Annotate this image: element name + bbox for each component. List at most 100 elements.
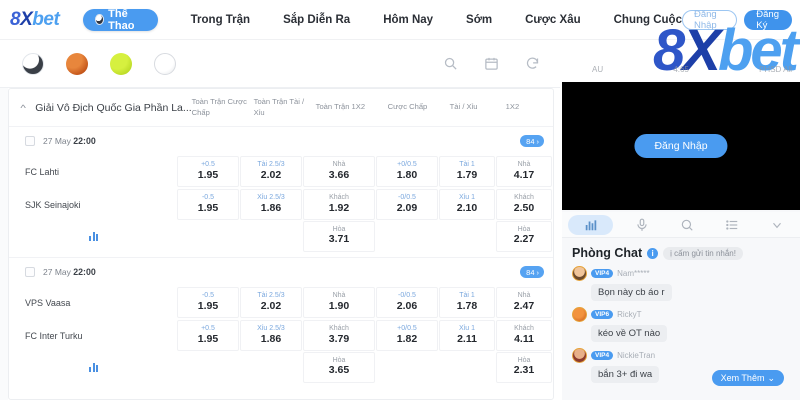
search-icon[interactable] — [664, 215, 709, 235]
column-header-1x2: 1X2 — [505, 102, 520, 112]
match-date-text: 27 May — [43, 267, 71, 277]
odds-value: 1.90 — [328, 299, 350, 312]
search-icon[interactable] — [443, 56, 458, 71]
stream-scorebar: AU 4:65 PHSD All — [592, 58, 792, 80]
odds-cell[interactable]: +0/0.5 1.80 — [376, 156, 438, 187]
chevron-down-icon[interactable] — [755, 215, 800, 235]
chat-message-text: kéo về OT nào — [591, 325, 668, 342]
match-date-text: 27 May — [43, 136, 71, 146]
odds-value: 2.27 — [513, 233, 535, 246]
nav-tab-sport[interactable]: Thể Thao — [83, 8, 158, 32]
odds-cell[interactable]: Tài 1 1.78 — [439, 287, 495, 318]
odds-cell[interactable]: -0.5 1.95 — [177, 287, 239, 318]
odds-cell[interactable]: Hòa 3.65 — [303, 351, 375, 383]
register-button[interactable]: Đăng Ký — [744, 9, 792, 31]
nav-link-early[interactable]: Sớm — [466, 13, 493, 26]
soccer-ball-icon[interactable] — [22, 52, 44, 75]
away-team-row: SJK Seinajoki -0.5 1.95 Xỉu 2.5/3 1.86 Khá… — [9, 188, 553, 221]
chat-message-header: VIP6 RickyT — [572, 307, 790, 322]
odds-cell[interactable]: -0/0.5 2.06 — [376, 287, 438, 318]
away-odds: -0.5 1.95 Xỉu 2.5/3 1.86 Khách 1.92 -0/0.5 2… — [177, 189, 553, 220]
live-stream-player[interactable]: Đăng Nhập — [562, 82, 800, 210]
refresh-icon[interactable] — [525, 56, 540, 71]
tennis-ball-icon[interactable] — [110, 52, 132, 75]
odds-cell[interactable]: +0.5 1.95 — [177, 156, 239, 187]
odds-cell[interactable]: -0.5 1.95 — [177, 189, 239, 220]
away-team-name: FC Inter Turku — [25, 330, 83, 341]
odds-cell[interactable]: Khách 2.50 — [496, 189, 552, 220]
away-team-row: FC Inter Turku +0.5 1.95 Xỉu 2.5/3 1.86 Kh… — [9, 319, 553, 352]
odds-value: 3.71 — [328, 233, 350, 246]
show-more-button[interactable]: Xem Thêm ⌄ — [711, 370, 784, 386]
odds-cell-empty — [240, 220, 302, 252]
nav-link-upcoming[interactable]: Sắp Diễn Ra — [283, 13, 351, 26]
odds-hint: Khách — [329, 325, 349, 333]
nav-link-parlay[interactable]: Cược Xâu — [525, 13, 581, 26]
nav-link-outright[interactable]: Chung Cuộc — [613, 13, 682, 26]
statistics-button[interactable] — [9, 362, 177, 372]
odds-cell[interactable]: Khách 4.11 — [496, 320, 552, 351]
odds-value: 2.10 — [456, 201, 478, 214]
tab-statistics[interactable] — [568, 214, 614, 235]
odds-hint: Xỉu 2.5/3 — [257, 325, 285, 333]
avatar — [572, 307, 587, 322]
odds-cell[interactable]: Nhà 2.47 — [496, 287, 552, 318]
site-logo[interactable]: 8 X bet — [10, 9, 60, 31]
column-header-handicap: Cược Chấp — [387, 102, 428, 112]
odds-cell[interactable]: Khách 1.92 — [303, 189, 375, 220]
odds-cell[interactable]: Tài 2.5/3 2.02 — [240, 156, 302, 187]
league-header[interactable]: ^ Giải Vô Địch Quốc Gia Phần La... Toàn … — [9, 89, 553, 127]
avatar — [572, 348, 587, 363]
stream-login-button[interactable]: Đăng Nhập — [634, 134, 728, 158]
odds-value: 2.06 — [396, 299, 418, 312]
more-markets-badge[interactable]: 84 › — [520, 266, 544, 278]
odds-cell[interactable]: +0.5 1.95 — [177, 320, 239, 351]
odds-value: 1.95 — [197, 332, 219, 345]
odds-cell[interactable]: Xỉu 1 2.11 — [439, 320, 495, 351]
chat-message: VIP4 NickieTran bắn 3+ đi wa — [572, 348, 790, 383]
list-icon[interactable] — [710, 215, 755, 235]
microphone-icon[interactable] — [619, 215, 664, 235]
odds-cell[interactable]: +0/0.5 1.82 — [376, 320, 438, 351]
more-markets-count: 84 — [526, 267, 535, 277]
chat-tab-bar — [562, 212, 800, 238]
login-button[interactable]: Đăng Nhập — [681, 9, 738, 31]
nav-link-live[interactable]: Trong Trận — [190, 13, 251, 26]
match-checkbox[interactable] — [25, 136, 35, 146]
more-markets-badge[interactable]: 84 › — [520, 135, 544, 147]
odds-cell[interactable]: -0/0.5 2.09 — [376, 189, 438, 220]
odds-hint: Xỉu 1 — [459, 194, 475, 202]
odds-cell-empty — [376, 220, 438, 252]
odds-cell[interactable]: Tài 2.5/3 2.02 — [240, 287, 302, 318]
right-panel: Đăng Nhập Phòng Chat i ị cấm gửi — [562, 82, 800, 400]
chevron-down-icon: ⌄ — [767, 372, 775, 383]
odds-cell-empty — [376, 351, 438, 383]
chevron-up-icon[interactable]: ^ — [20, 102, 26, 113]
home-team-name: VPS Vaasa — [25, 297, 71, 308]
odds-cell[interactable]: Hòa 2.27 — [496, 220, 552, 252]
odds-cell[interactable]: Tài 1 1.79 — [439, 156, 495, 187]
odds-cell[interactable]: Hòa 2.31 — [496, 351, 552, 383]
odds-cell[interactable]: Nhà 1.90 — [303, 287, 375, 318]
odds-cell[interactable]: Xỉu 2.5/3 1.86 — [240, 320, 302, 351]
chat-title: Phòng Chat — [572, 246, 643, 260]
odds-cell[interactable]: Hòa 3.71 — [303, 220, 375, 252]
calendar-icon[interactable] — [484, 56, 499, 71]
odds-cell[interactable]: Xỉu 2.5/3 1.86 — [240, 189, 302, 220]
match-checkbox[interactable] — [25, 267, 35, 277]
avatar — [572, 266, 587, 281]
baseball-icon[interactable] — [154, 52, 176, 75]
odds-cell[interactable]: Nhà 4.17 — [496, 156, 552, 187]
odds-cell[interactable]: Xỉu 1 2.10 — [439, 189, 495, 220]
odds-value: 1.80 — [396, 168, 418, 181]
odds-value: 4.11 — [514, 332, 534, 345]
nav-link-today[interactable]: Hôm Nay — [383, 13, 434, 26]
odds-value: 2.02 — [260, 168, 282, 181]
info-icon[interactable]: i — [647, 247, 659, 259]
odds-cell[interactable]: Nhà 3.66 — [303, 156, 375, 187]
statistics-button[interactable] — [9, 231, 177, 241]
basketball-icon[interactable] — [66, 52, 88, 75]
odds-cell[interactable]: Khách 3.79 — [303, 320, 375, 351]
vip-badge: VIP6 — [591, 310, 614, 319]
